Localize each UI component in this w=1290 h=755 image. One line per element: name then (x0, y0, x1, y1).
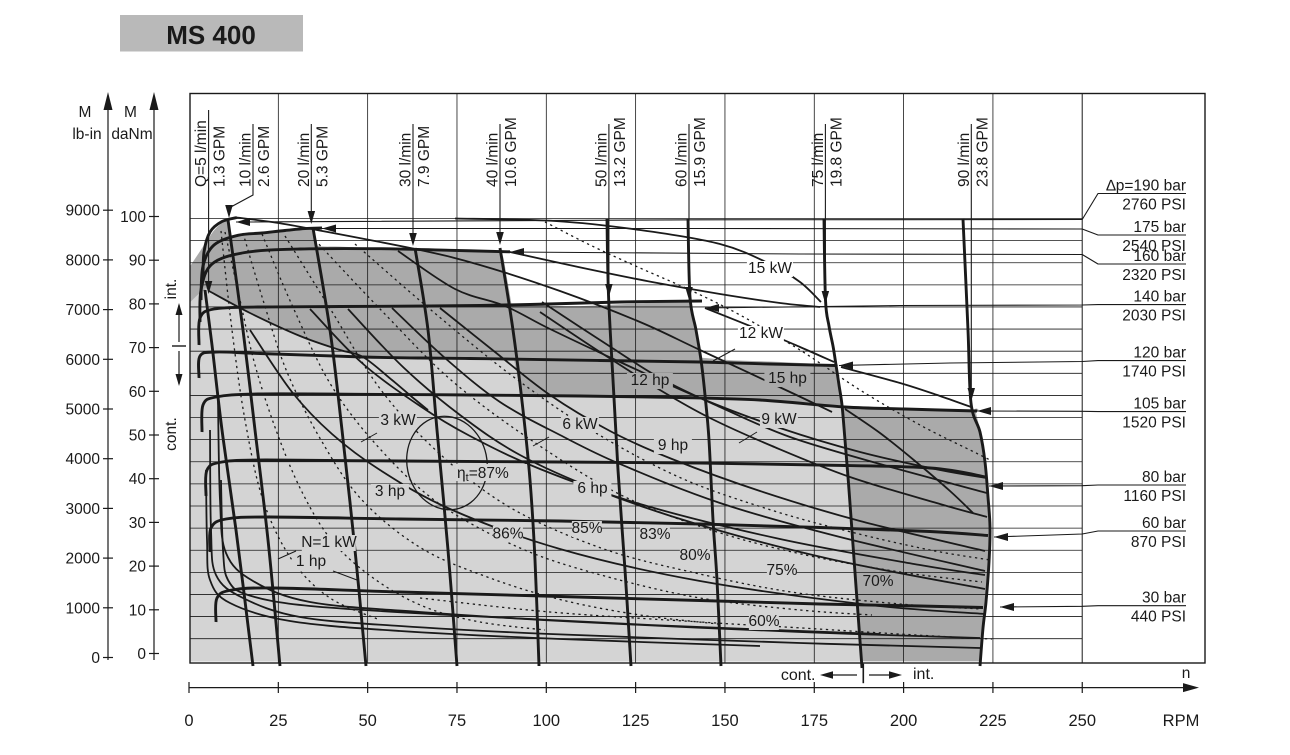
svg-text:86%: 86% (492, 526, 523, 543)
svg-text:∆p=190 bar: ∆p=190 bar (1106, 178, 1186, 195)
svg-text:1 hp: 1 hp (296, 553, 326, 570)
svg-text:10.6 GPM: 10.6 GPM (503, 117, 520, 187)
svg-text:ηt=87%: ηt=87% (457, 465, 509, 484)
svg-text:80: 80 (129, 296, 147, 313)
svg-text:100: 100 (533, 712, 561, 730)
svg-text:50: 50 (358, 712, 376, 730)
svg-text:60 l/min: 60 l/min (674, 133, 691, 187)
svg-text:6 kW: 6 kW (562, 416, 598, 433)
svg-text:M: M (79, 104, 92, 121)
svg-text:n: n (1182, 665, 1191, 682)
svg-text:200: 200 (890, 712, 918, 730)
svg-text:100: 100 (120, 209, 146, 226)
svg-text:60 bar: 60 bar (1142, 515, 1186, 532)
svg-text:3 kW: 3 kW (380, 412, 416, 429)
svg-text:9000: 9000 (66, 203, 101, 220)
svg-text:MS 400: MS 400 (166, 20, 256, 50)
svg-text:70: 70 (129, 340, 147, 357)
svg-text:40 l/min: 40 l/min (485, 133, 502, 187)
svg-text:50: 50 (129, 428, 147, 445)
svg-text:30 bar: 30 bar (1142, 590, 1186, 607)
svg-text:85%: 85% (571, 520, 602, 537)
svg-text:870 PSI: 870 PSI (1131, 534, 1186, 551)
svg-text:140 bar: 140 bar (1133, 289, 1186, 306)
svg-text:175 bar: 175 bar (1133, 219, 1186, 236)
svg-text:25: 25 (269, 712, 287, 730)
svg-text:15 hp: 15 hp (768, 370, 807, 387)
svg-text:440 PSI: 440 PSI (1131, 609, 1186, 626)
svg-text:int.: int. (913, 666, 934, 683)
svg-text:6 hp: 6 hp (577, 480, 607, 497)
svg-text:13.2 GPM: 13.2 GPM (612, 117, 629, 187)
svg-text:75: 75 (448, 712, 466, 730)
svg-text:70%: 70% (862, 573, 893, 590)
svg-text:5000: 5000 (66, 402, 101, 419)
svg-text:1160 PSI: 1160 PSI (1123, 488, 1186, 505)
svg-text:12 kW: 12 kW (739, 325, 783, 342)
svg-text:125: 125 (622, 712, 650, 730)
svg-text:23.8 GPM: 23.8 GPM (974, 117, 991, 187)
svg-text:225: 225 (979, 712, 1007, 730)
svg-text:2.6 GPM: 2.6 GPM (256, 126, 273, 187)
svg-text:2760 PSI: 2760 PSI (1122, 197, 1186, 214)
svg-text:83%: 83% (639, 526, 670, 543)
svg-text:105 bar: 105 bar (1133, 396, 1186, 413)
svg-text:Q=5 l/min: Q=5 l/min (193, 120, 210, 187)
svg-text:7000: 7000 (66, 302, 101, 319)
svg-text:60: 60 (129, 384, 147, 401)
svg-text:0: 0 (91, 650, 100, 667)
svg-text:1520 PSI: 1520 PSI (1122, 415, 1186, 432)
svg-text:20 l/min: 20 l/min (296, 133, 313, 187)
svg-text:6000: 6000 (66, 352, 101, 369)
svg-text:30 l/min: 30 l/min (398, 133, 415, 187)
svg-text:cont.: cont. (781, 667, 816, 684)
svg-text:75 l/min: 75 l/min (810, 133, 827, 187)
svg-text:M: M (124, 104, 137, 121)
svg-text:cont.: cont. (163, 417, 180, 451)
svg-text:7.9 GPM: 7.9 GPM (416, 126, 433, 187)
svg-text:12 hp: 12 hp (631, 372, 670, 389)
svg-text:160 bar: 160 bar (1133, 248, 1186, 265)
svg-text:8000: 8000 (66, 252, 101, 269)
svg-text:50 l/min: 50 l/min (593, 133, 610, 187)
svg-text:3 hp: 3 hp (375, 483, 405, 500)
svg-text:RPM: RPM (1163, 712, 1200, 730)
svg-text:60%: 60% (748, 613, 779, 630)
svg-text:lb-in: lb-in (72, 126, 101, 143)
svg-text:2540 PSI: 2540 PSI (1122, 238, 1186, 255)
svg-text:1.3 GPM: 1.3 GPM (212, 126, 229, 187)
svg-text:10 l/min: 10 l/min (238, 133, 255, 187)
svg-text:1000: 1000 (66, 600, 101, 617)
svg-text:80%: 80% (679, 547, 710, 564)
svg-text:90: 90 (129, 253, 147, 270)
svg-text:2000: 2000 (66, 551, 101, 568)
svg-text:40: 40 (129, 471, 147, 488)
svg-text:90 l/min: 90 l/min (956, 133, 973, 187)
svg-text:0: 0 (137, 646, 146, 663)
svg-text:5.3 GPM: 5.3 GPM (314, 126, 331, 187)
svg-text:120 bar: 120 bar (1133, 345, 1186, 362)
svg-text:15 kW: 15 kW (748, 260, 792, 277)
svg-text:175: 175 (801, 712, 829, 730)
svg-text:0: 0 (184, 712, 193, 730)
svg-text:N=1 kW: N=1 kW (301, 534, 357, 551)
svg-text:9 kW: 9 kW (761, 411, 797, 428)
svg-text:3000: 3000 (66, 501, 101, 518)
svg-text:80 bar: 80 bar (1142, 469, 1186, 486)
svg-text:2030 PSI: 2030 PSI (1122, 308, 1186, 325)
svg-text:150: 150 (711, 712, 739, 730)
svg-text:250: 250 (1068, 712, 1096, 730)
svg-text:20: 20 (129, 559, 147, 576)
svg-text:10: 10 (129, 602, 147, 619)
svg-text:2320 PSI: 2320 PSI (1122, 267, 1186, 284)
svg-text:1740 PSI: 1740 PSI (1122, 364, 1186, 381)
svg-text:daNm: daNm (111, 126, 152, 143)
svg-text:int.: int. (163, 279, 180, 300)
svg-text:19.8 GPM: 19.8 GPM (828, 117, 845, 187)
svg-text:75%: 75% (766, 562, 797, 579)
svg-text:9 hp: 9 hp (658, 437, 688, 454)
svg-text:4000: 4000 (66, 451, 101, 468)
svg-text:30: 30 (129, 515, 147, 532)
svg-text:15.9 GPM: 15.9 GPM (692, 117, 709, 187)
